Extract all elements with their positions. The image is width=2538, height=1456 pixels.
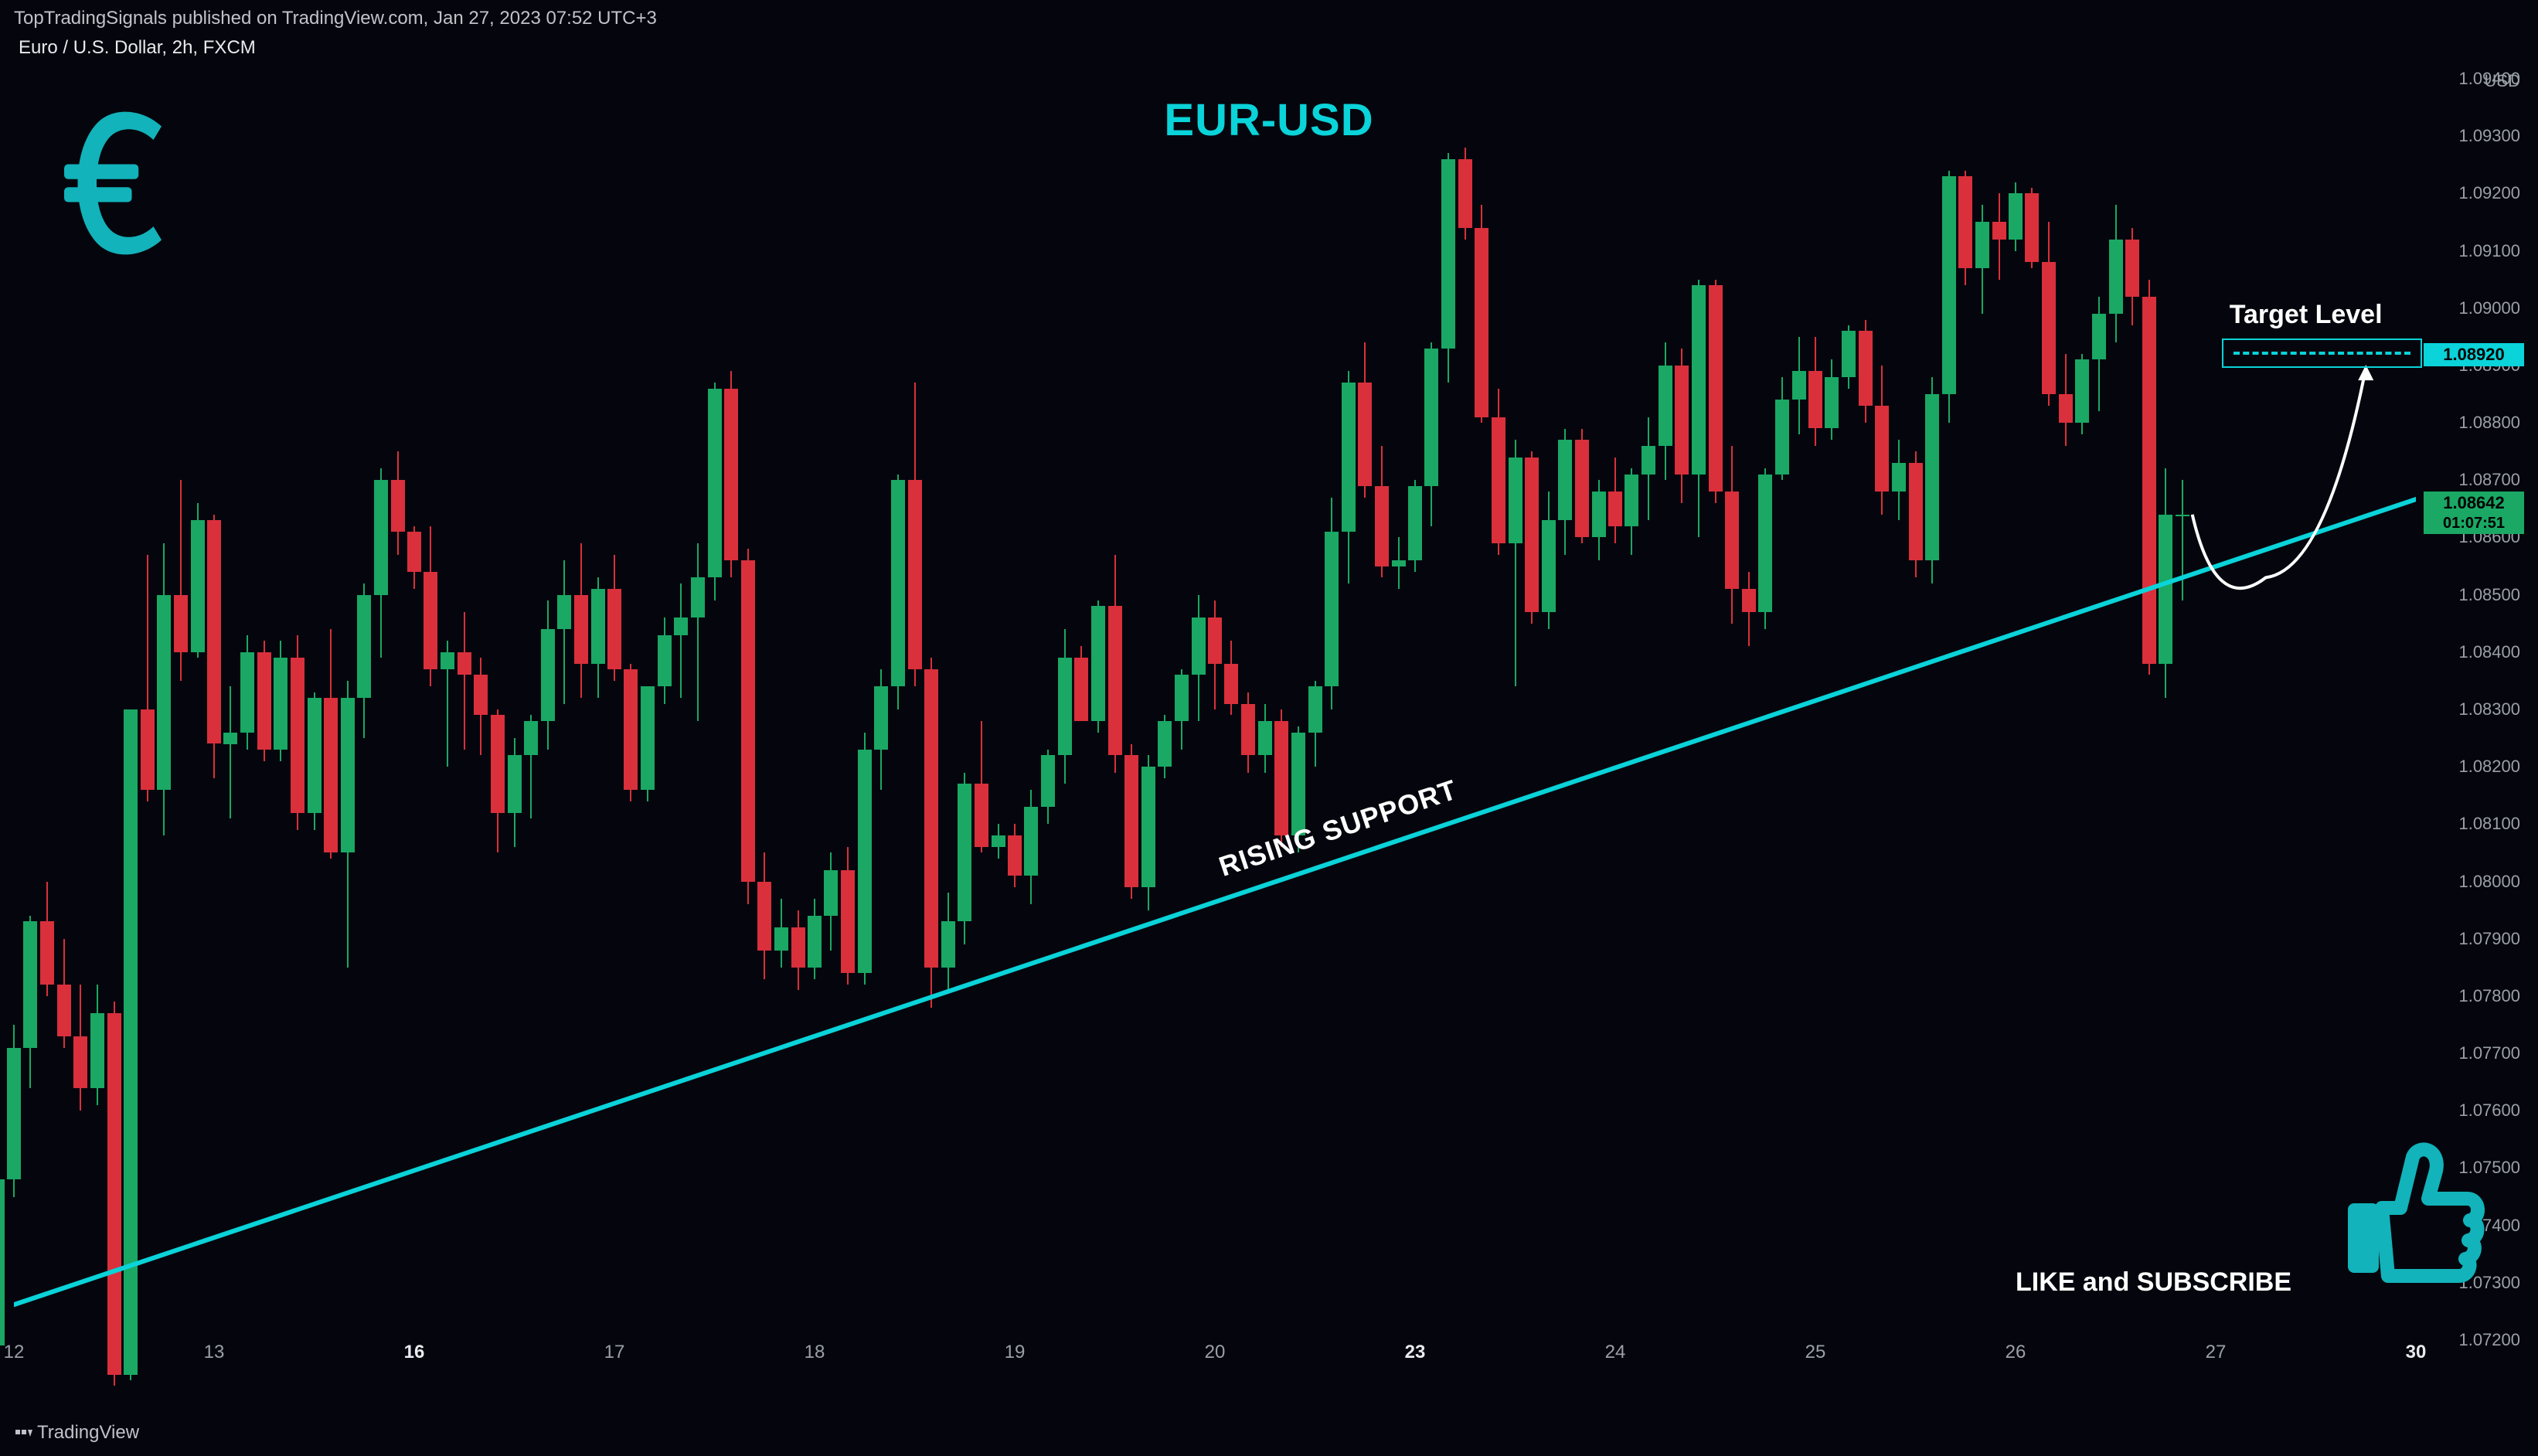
- y-tick: 1.08000: [2458, 872, 2520, 892]
- price-tag: 1.0864201:07:51: [2424, 492, 2524, 533]
- y-tick: 1.07600: [2458, 1101, 2520, 1121]
- y-tick: 1.08300: [2458, 699, 2520, 719]
- y-tick: 1.08800: [2458, 413, 2520, 433]
- subscribe-text: LIKE and SUBSCRIBE: [2016, 1267, 2291, 1298]
- y-tick: 1.09300: [2458, 126, 2520, 146]
- x-tick: 24: [1605, 1342, 1626, 1363]
- x-tick: 17: [604, 1342, 625, 1363]
- x-tick: 30: [2406, 1342, 2427, 1363]
- x-tick: 25: [1805, 1342, 1826, 1363]
- publish-line: TopTradingSignals published on TradingVi…: [14, 8, 657, 29]
- chart-container: EUR-USD USD 1.072001.073001.074001.07500…: [14, 71, 2524, 1379]
- y-tick: 1.07800: [2458, 986, 2520, 1006]
- thumbs-up-icon: [2336, 1134, 2490, 1292]
- x-tick: 13: [204, 1342, 225, 1363]
- y-tick: 1.08200: [2458, 757, 2520, 777]
- chart-plot[interactable]: RISING SUPPORT Target Level LIKE and SUBSC…: [14, 79, 2416, 1340]
- x-tick: 18: [805, 1342, 825, 1363]
- x-tick: 12: [4, 1342, 25, 1363]
- target-box: [2222, 338, 2422, 368]
- y-tick: 1.09200: [2458, 183, 2520, 203]
- x-axis: 12131617181920232425262730: [14, 1342, 2416, 1373]
- x-tick: 16: [404, 1342, 425, 1363]
- y-tick: 1.07200: [2458, 1330, 2520, 1350]
- y-tick: 1.07900: [2458, 929, 2520, 949]
- symbol-line: Euro / U.S. Dollar, 2h, FXCM: [19, 37, 256, 59]
- x-tick: 19: [1005, 1342, 1026, 1363]
- y-tick: 1.07700: [2458, 1043, 2520, 1063]
- target-level-label: Target Level: [2230, 300, 2383, 330]
- y-tick: 1.08700: [2458, 470, 2520, 490]
- x-tick: 26: [2006, 1342, 2026, 1363]
- y-tick: 1.08400: [2458, 642, 2520, 662]
- price-tag: 1.08920: [2424, 343, 2524, 366]
- y-tick: 1.09400: [2458, 69, 2520, 89]
- y-tick: 1.08100: [2458, 814, 2520, 834]
- x-tick: 23: [1405, 1342, 1426, 1363]
- rising-support-label: RISING SUPPORT: [1215, 774, 1461, 883]
- x-tick: 27: [2206, 1342, 2227, 1363]
- x-tick: 20: [1205, 1342, 1226, 1363]
- y-tick: 1.09100: [2458, 241, 2520, 261]
- footer-brand: TradingView: [14, 1422, 139, 1444]
- y-tick: 1.09000: [2458, 298, 2520, 318]
- y-tick: 1.08500: [2458, 585, 2520, 605]
